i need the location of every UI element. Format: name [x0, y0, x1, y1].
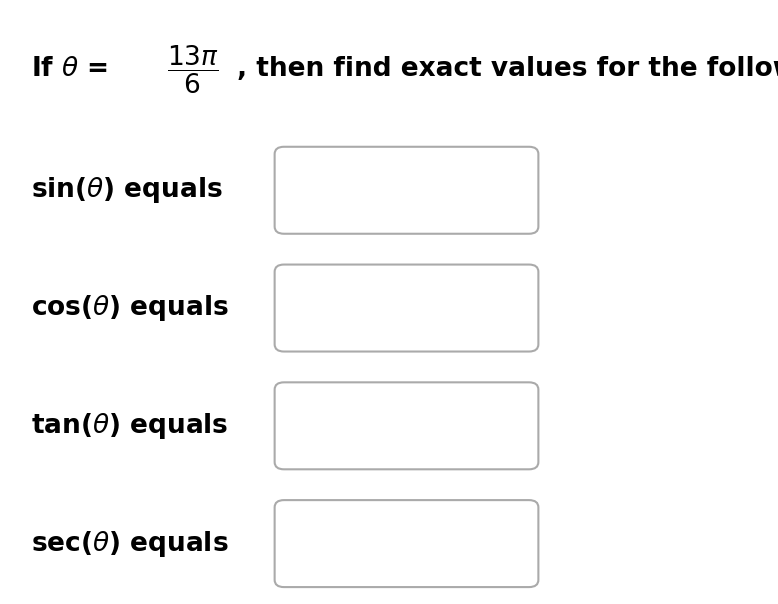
Text: , then find exact values for the following:: , then find exact values for the followi… — [237, 56, 778, 83]
FancyBboxPatch shape — [275, 265, 538, 352]
Text: tan($\theta$) equals: tan($\theta$) equals — [31, 411, 229, 441]
FancyBboxPatch shape — [275, 500, 538, 587]
Text: $\dfrac{13\pi}{6}$: $\dfrac{13\pi}{6}$ — [167, 43, 219, 95]
Text: If $\theta$ =: If $\theta$ = — [31, 56, 108, 83]
Text: sin($\theta$) equals: sin($\theta$) equals — [31, 175, 223, 205]
Text: sec($\theta$) equals: sec($\theta$) equals — [31, 528, 229, 559]
FancyBboxPatch shape — [275, 147, 538, 234]
Text: cos($\theta$) equals: cos($\theta$) equals — [31, 293, 229, 323]
FancyBboxPatch shape — [275, 382, 538, 469]
